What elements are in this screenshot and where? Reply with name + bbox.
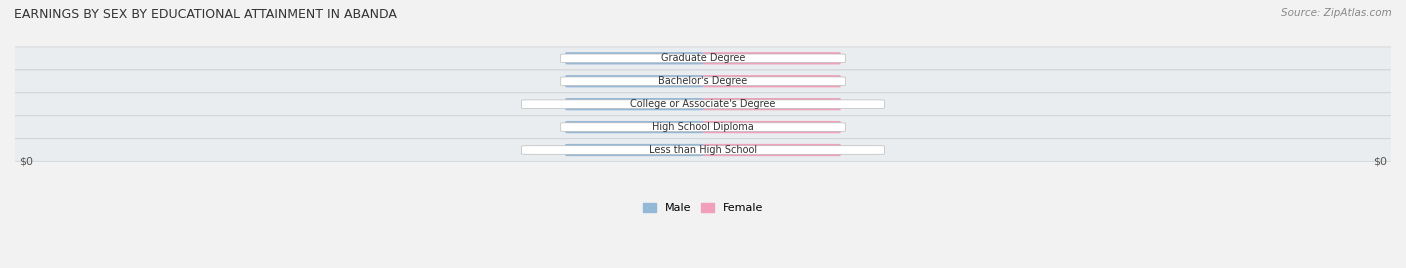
FancyBboxPatch shape xyxy=(561,123,845,131)
FancyBboxPatch shape xyxy=(3,93,1403,116)
Legend: Male, Female: Male, Female xyxy=(643,203,763,213)
Text: $0: $0 xyxy=(1374,156,1388,166)
Text: College or Associate's Degree: College or Associate's Degree xyxy=(630,99,776,109)
FancyBboxPatch shape xyxy=(522,100,884,109)
Text: $0: $0 xyxy=(766,100,778,109)
FancyBboxPatch shape xyxy=(522,146,884,154)
Text: $0: $0 xyxy=(766,77,778,86)
Text: $0: $0 xyxy=(628,146,640,155)
FancyBboxPatch shape xyxy=(565,121,703,133)
FancyBboxPatch shape xyxy=(565,144,703,156)
Text: $0: $0 xyxy=(766,122,778,132)
FancyBboxPatch shape xyxy=(561,54,845,63)
FancyBboxPatch shape xyxy=(703,98,841,110)
Text: Less than High School: Less than High School xyxy=(650,145,756,155)
FancyBboxPatch shape xyxy=(3,139,1403,161)
FancyBboxPatch shape xyxy=(3,70,1403,92)
FancyBboxPatch shape xyxy=(703,144,841,156)
Text: $0: $0 xyxy=(628,100,640,109)
Text: $0: $0 xyxy=(628,54,640,63)
Text: $0: $0 xyxy=(766,54,778,63)
Text: $0: $0 xyxy=(628,77,640,86)
FancyBboxPatch shape xyxy=(3,47,1403,70)
Text: $0: $0 xyxy=(628,122,640,132)
FancyBboxPatch shape xyxy=(565,98,703,110)
Text: Bachelor's Degree: Bachelor's Degree xyxy=(658,76,748,86)
FancyBboxPatch shape xyxy=(703,75,841,87)
Text: Source: ZipAtlas.com: Source: ZipAtlas.com xyxy=(1281,8,1392,18)
FancyBboxPatch shape xyxy=(561,77,845,85)
Text: Graduate Degree: Graduate Degree xyxy=(661,53,745,63)
FancyBboxPatch shape xyxy=(565,52,703,64)
FancyBboxPatch shape xyxy=(565,75,703,87)
FancyBboxPatch shape xyxy=(3,116,1403,139)
FancyBboxPatch shape xyxy=(703,52,841,64)
Text: $0: $0 xyxy=(766,146,778,155)
Text: EARNINGS BY SEX BY EDUCATIONAL ATTAINMENT IN ABANDA: EARNINGS BY SEX BY EDUCATIONAL ATTAINMEN… xyxy=(14,8,396,21)
Text: High School Diploma: High School Diploma xyxy=(652,122,754,132)
Text: $0: $0 xyxy=(18,156,32,166)
FancyBboxPatch shape xyxy=(703,121,841,133)
